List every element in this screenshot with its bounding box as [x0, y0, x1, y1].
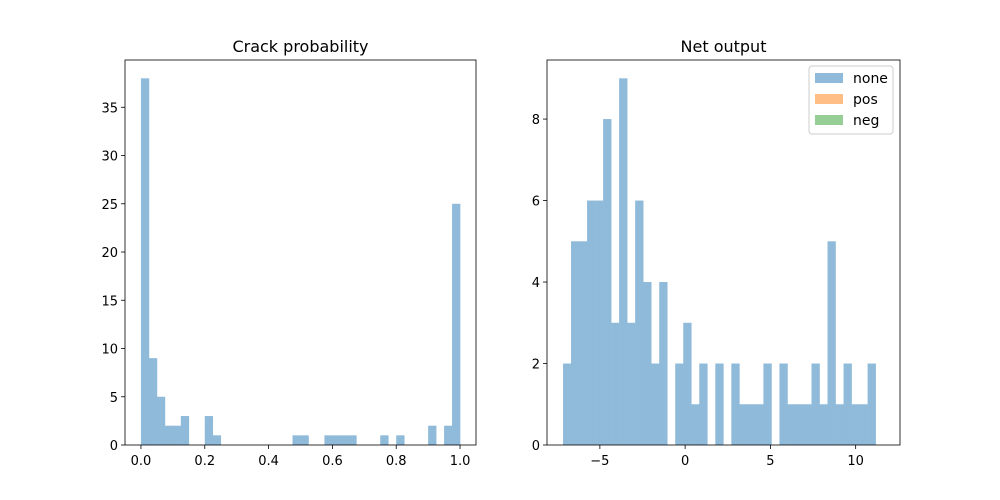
plot-frame [124, 59, 477, 446]
histogram-bar [795, 404, 804, 445]
y-tick-label: 5 [110, 391, 118, 406]
histogram-bar [300, 435, 309, 445]
histogram-bar [803, 404, 812, 445]
histogram-bar [579, 241, 588, 445]
histogram-bar [811, 363, 820, 445]
histogram-bar [380, 435, 389, 445]
y-tick-label: 6 [532, 195, 540, 210]
x-tick-label: 0.6 [322, 454, 343, 469]
histogram-bar [683, 322, 692, 445]
y-tick-label: 0 [532, 439, 540, 454]
histogram-bar [611, 322, 620, 445]
chart-crack-probability: 0.0 0.2 0.4 0.6 0.8 1.0 0 5 10 15 20 25 30 35 Crack … [101, 37, 477, 469]
y-tick-label: 0 [110, 439, 118, 454]
x-axis-ticks: −5 0 5 10 [590, 445, 864, 469]
histogram-bar [428, 425, 437, 445]
y-tick-label: 15 [101, 294, 118, 309]
histogram-bar [843, 363, 852, 445]
legend-label-pos: pos [853, 92, 878, 108]
histogram-bar [396, 435, 405, 445]
legend-label-none: none [853, 71, 888, 87]
histogram-bar [779, 363, 788, 445]
y-tick-label: 20 [101, 246, 118, 261]
chart-title: Net output [681, 37, 767, 56]
histogram-bar [452, 203, 461, 445]
x-axis-ticks: 0.0 0.2 0.4 0.6 0.8 1.0 [131, 445, 471, 469]
x-tick-label: 0.4 [258, 454, 279, 469]
histogram-bar [164, 425, 174, 445]
x-tick-label: 0 [681, 454, 689, 469]
histogram-bar [819, 404, 828, 445]
histogram-bar [156, 396, 166, 445]
histogram-bar [587, 200, 596, 445]
y-tick-label: 8 [532, 113, 540, 128]
histogram-bar [739, 404, 748, 445]
histogram-bar [835, 404, 844, 445]
y-tick-label: 10 [101, 343, 118, 358]
x-tick-label: 10 [847, 454, 864, 469]
legend-swatch-neg [815, 115, 843, 125]
histogram-bar [140, 78, 150, 445]
chart-title: Crack probability [232, 37, 368, 56]
histogram-bar [180, 416, 190, 445]
legend-swatch-pos [815, 94, 843, 104]
histogram-bar [444, 425, 453, 445]
plot-frame [546, 59, 901, 446]
histogram-bar [619, 78, 628, 445]
histogram-bar [204, 416, 214, 445]
histogram-bar [571, 241, 580, 445]
histogram-bar [827, 241, 836, 445]
histogram-bar [859, 404, 868, 445]
histogram-bar [627, 322, 636, 445]
y-tick-label: 35 [101, 101, 118, 116]
chart-net-output: −5 0 5 10 0 2 4 6 8 Net output none pos neg [532, 37, 901, 469]
legend-label-neg: neg [853, 113, 879, 129]
x-tick-label: 1.0 [450, 454, 471, 469]
x-tick-label: 0.8 [386, 454, 407, 469]
histogram-bars [140, 78, 461, 445]
histogram-bar [348, 435, 357, 445]
histogram-bar [715, 363, 724, 445]
x-tick-label: −5 [590, 454, 609, 469]
histogram-bar [332, 435, 341, 445]
y-tick-label: 25 [101, 198, 118, 213]
histogram-bar [731, 363, 740, 445]
histogram-bar [675, 363, 684, 445]
histogram-bar [763, 363, 772, 445]
histogram-bars [563, 78, 876, 445]
histogram-bar [755, 404, 764, 445]
legend-swatch-none [815, 73, 843, 83]
x-tick-label: 0.0 [131, 454, 152, 469]
histogram-bar [340, 435, 349, 445]
histogram-bar [747, 404, 756, 445]
histogram-bar [212, 435, 222, 445]
histogram-bar [699, 363, 708, 445]
y-tick-label: 30 [101, 150, 118, 165]
histogram-bar [787, 404, 796, 445]
histogram-bar [563, 363, 572, 445]
histogram-bar [635, 200, 644, 445]
histogram-bar [595, 200, 604, 445]
legend: none pos neg [808, 65, 894, 135]
histogram-bar [324, 435, 333, 445]
histogram-bar [292, 435, 301, 445]
histogram-bar [659, 282, 668, 445]
histogram-bar [851, 404, 860, 445]
histogram-bar [603, 119, 612, 445]
histogram-bar [148, 358, 158, 445]
x-tick-label: 0.2 [194, 454, 215, 469]
histogram-bar [691, 404, 700, 445]
y-tick-label: 4 [532, 276, 540, 291]
histogram-bar [867, 363, 876, 445]
y-axis-ticks: 0 5 10 15 20 25 30 35 [101, 101, 125, 454]
histogram-bar [643, 282, 652, 445]
x-tick-label: 5 [766, 454, 774, 469]
histogram-bar [651, 363, 660, 445]
y-tick-label: 2 [532, 358, 540, 373]
y-axis-ticks: 0 2 4 6 8 [532, 113, 547, 454]
histogram-bar [172, 425, 182, 445]
